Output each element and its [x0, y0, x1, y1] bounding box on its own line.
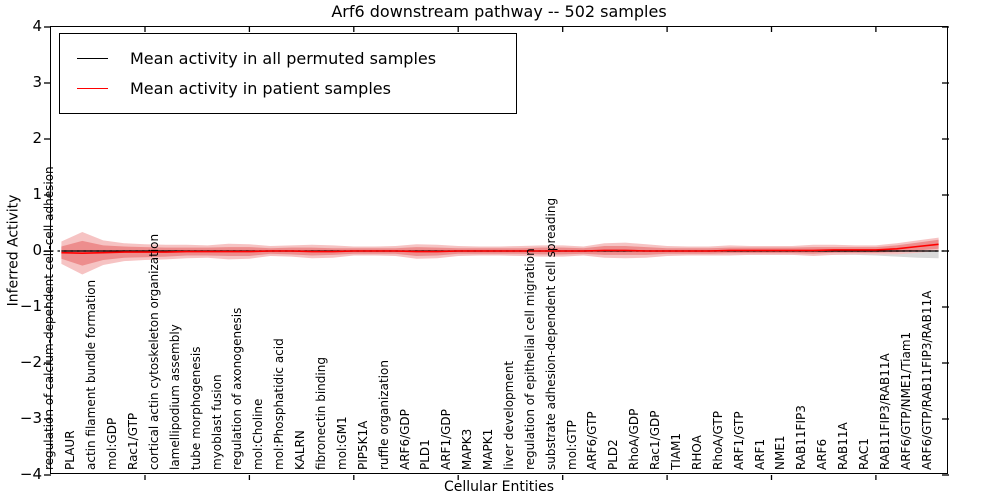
legend-item-permuted: Mean activity in all permuted samples: [60, 43, 516, 73]
y-tick-label: −3: [19, 409, 42, 427]
patient-mean-line: [61, 243, 939, 255]
legend-label-patient: Mean activity in patient samples: [130, 78, 391, 98]
permuted-line-swatch: [77, 57, 108, 59]
y-tick-label: 1: [32, 185, 42, 203]
y-tick-label: 0: [32, 241, 42, 259]
y-tick-label: −1: [19, 297, 42, 315]
legend: Mean activity in all permuted samples Me…: [59, 33, 517, 114]
y-tick-label: 3: [32, 73, 42, 91]
axis-ticks: [44, 26, 949, 480]
y-tick-label: 4: [32, 17, 42, 35]
y-tick-label: 2: [32, 129, 42, 147]
legend-item-patient: Mean activity in patient samples: [60, 73, 516, 103]
legend-label-permuted: Mean activity in all permuted samples: [130, 48, 437, 68]
y-tick-label: −4: [19, 465, 42, 483]
patient-band-inner: [61, 239, 939, 266]
plot-area: regulation of calcium-dependent cell-cel…: [42, 26, 949, 480]
chart-title: Arf6 downstream pathway -- 502 samples: [331, 2, 667, 21]
plot-svg: [44, 26, 949, 480]
y-tick-label: −2: [19, 353, 42, 371]
patient-line-swatch: [77, 87, 108, 89]
x-axis-label: Cellular Entities: [443, 479, 555, 495]
